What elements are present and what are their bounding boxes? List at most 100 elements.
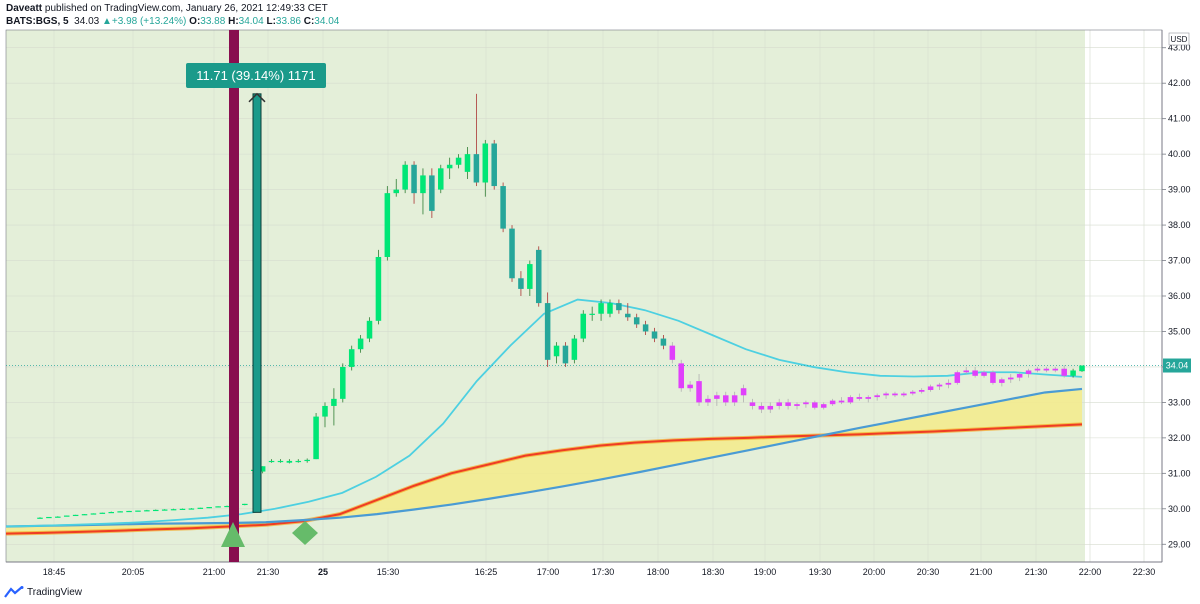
candle-body	[883, 393, 889, 396]
candle-body	[820, 404, 827, 408]
candle-body	[1061, 368, 1067, 376]
slow-ma-line	[5, 423, 1083, 535]
open-label: O:	[189, 16, 201, 27]
candle-body	[313, 416, 319, 460]
candle-body	[348, 349, 355, 367]
candle-body	[215, 506, 221, 508]
brand-name[interactable]: TradingView	[27, 586, 83, 598]
candle-body	[687, 384, 693, 389]
candle-body	[705, 398, 711, 403]
candle-body	[384, 193, 391, 257]
x-tick-label: 17:30	[592, 567, 615, 577]
close-label: C:	[303, 16, 315, 27]
candle-body	[161, 509, 168, 511]
x-tick-label: 19:30	[809, 567, 832, 577]
candle-body	[535, 249, 542, 304]
x-tick-label: 18:00	[647, 567, 670, 577]
candle-body	[438, 168, 444, 190]
high-label: H:	[228, 16, 239, 27]
buy-signal-triangle-icon	[221, 522, 245, 547]
candle-body	[696, 381, 702, 403]
y-tick-label: 31.00	[1168, 468, 1191, 478]
y-tick-label: 38.00	[1168, 220, 1191, 230]
close-value: 34.04	[314, 16, 340, 27]
candle-body	[340, 366, 346, 399]
change-arrow-icon: ▲	[101, 16, 112, 27]
candle-body	[981, 372, 987, 376]
candle-body	[295, 460, 302, 463]
x-tick-label: 21:00	[970, 567, 993, 577]
x-tick-label: 16:25	[475, 567, 498, 577]
candle-body	[464, 154, 471, 172]
measure-label-box	[186, 63, 326, 88]
candle-body	[544, 303, 551, 360]
candle-body	[411, 164, 417, 194]
candle-body	[972, 370, 978, 376]
candle-body	[625, 313, 631, 318]
y-tick-label: 42.00	[1168, 78, 1191, 88]
candle-body	[1007, 377, 1014, 380]
candle-body	[518, 278, 524, 289]
y-tick-label: 43.00	[1168, 43, 1191, 53]
candle-body	[722, 395, 729, 403]
candle-body	[188, 508, 195, 510]
candle-body	[357, 338, 364, 350]
candle-body	[108, 511, 115, 514]
candle-body	[509, 228, 515, 279]
candle-body	[393, 189, 400, 194]
candle-body	[571, 338, 578, 360]
candle-body	[1043, 368, 1050, 371]
low-value: 33.86	[275, 16, 301, 27]
candle-body	[829, 400, 836, 405]
tradingview-logo-icon	[4, 586, 24, 598]
candle-body	[37, 517, 43, 519]
candle-body	[286, 460, 293, 463]
x-tick-label: 25	[318, 567, 328, 577]
candle-body	[277, 460, 284, 463]
x-tick-label: 20:05	[122, 567, 145, 577]
candle-body	[731, 395, 738, 403]
y-tick-label: 39.00	[1168, 185, 1191, 195]
candle-body	[1052, 368, 1059, 371]
candle-body	[117, 511, 123, 513]
candle-body	[446, 164, 453, 169]
candle-body	[740, 388, 747, 396]
candle-body	[1016, 374, 1023, 378]
candle-body	[794, 404, 800, 406]
candle-body	[268, 460, 275, 463]
candle-body	[803, 402, 809, 405]
candle-body	[55, 516, 61, 518]
candle-body	[589, 313, 595, 315]
candle-body	[856, 397, 863, 399]
candle-body	[812, 402, 818, 408]
candle-body	[678, 363, 684, 389]
candle-body	[473, 154, 480, 183]
currency-label: USD	[1171, 35, 1188, 44]
author-name[interactable]: Daveatt	[6, 3, 43, 14]
candle-body	[927, 386, 934, 390]
measure-bar	[252, 93, 262, 513]
low-label: L:	[266, 16, 276, 27]
trade-entry-line	[229, 30, 239, 562]
symbol-name[interactable]: BATS:BGS, 5	[6, 16, 69, 27]
candle-body	[918, 389, 925, 392]
candle-body	[206, 507, 212, 509]
candle-body	[1025, 370, 1032, 375]
high-value: 34.04	[238, 16, 264, 27]
candle-body	[660, 338, 667, 346]
candle-body	[331, 398, 337, 406]
open-value: 33.88	[200, 16, 226, 27]
candle-body	[259, 466, 266, 472]
candle-body	[642, 324, 649, 332]
candle-body	[749, 402, 756, 406]
x-tick-label: 18:30	[702, 567, 725, 577]
last-price-tag	[1163, 358, 1191, 373]
candle-body	[1034, 368, 1041, 371]
candle-body	[865, 397, 872, 399]
price-change: +3.98 (+13.24%)	[111, 16, 187, 27]
x-tick-label: 19:00	[754, 567, 777, 577]
x-tick-label: 21:30	[1025, 567, 1048, 577]
y-tick-label: 40.00	[1168, 149, 1191, 159]
y-tick-label: 36.00	[1168, 291, 1191, 301]
